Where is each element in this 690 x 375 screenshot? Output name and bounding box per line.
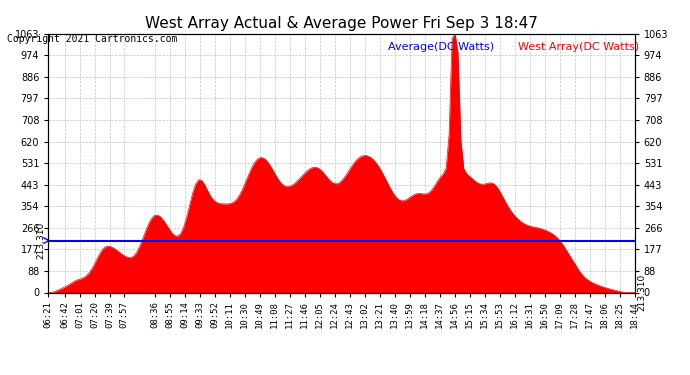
Text: Average(DC Watts): Average(DC Watts) [388, 42, 495, 51]
Text: West Array(DC Watts): West Array(DC Watts) [518, 42, 639, 51]
Text: 213.310: 213.310 [638, 274, 647, 311]
Title: West Array Actual & Average Power Fri Sep 3 18:47: West Array Actual & Average Power Fri Se… [145, 16, 538, 31]
Text: Copyright 2021 Cartronics.com: Copyright 2021 Cartronics.com [7, 34, 177, 44]
Text: 213.310: 213.310 [37, 222, 46, 259]
